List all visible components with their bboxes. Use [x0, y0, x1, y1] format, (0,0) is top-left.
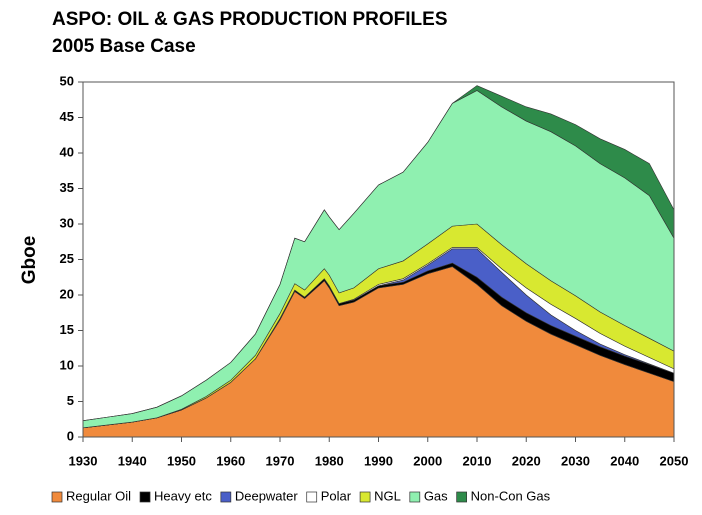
legend-label: Gas: [424, 488, 448, 503]
y-tick-label: 10: [60, 357, 74, 372]
x-tick-label: 2050: [660, 453, 689, 468]
y-tick-label: 35: [60, 180, 74, 195]
y-tick-label: 40: [60, 144, 74, 159]
chart-subtitle: 2005 Base Case: [52, 36, 196, 57]
legend-label: Non-Con Gas: [471, 488, 551, 503]
y-tick-label: 30: [60, 215, 74, 230]
x-tick-label: 1970: [266, 453, 295, 468]
y-tick-label: 45: [60, 109, 74, 124]
x-tick-label: 1980: [315, 453, 344, 468]
y-tick-label: 25: [60, 251, 74, 266]
legend-swatch: [359, 491, 371, 503]
x-tick-label: 2020: [512, 453, 541, 468]
y-tick-label: 20: [60, 286, 74, 301]
legend-swatch: [409, 491, 421, 503]
chart-title: ASPO: OIL & GAS PRODUCTION PROFILES: [52, 9, 448, 30]
legend-swatch: [220, 491, 232, 503]
y-tick-label: 50: [60, 73, 74, 88]
legend-swatch: [51, 491, 63, 503]
x-tick-label: 1990: [364, 453, 393, 468]
y-tick-label: 5: [67, 393, 74, 408]
x-tick-label: 1930: [69, 453, 98, 468]
legend-label: Deepwater: [235, 488, 299, 503]
x-tick-label: 2000: [413, 453, 442, 468]
legend-swatch: [456, 491, 468, 503]
x-tick-label: 2040: [610, 453, 639, 468]
legend-label: Polar: [321, 488, 352, 503]
legend-swatch: [306, 491, 318, 503]
x-tick-label: 1960: [216, 453, 245, 468]
legend-label: Heavy etc: [154, 488, 212, 503]
legend-label: NGL: [374, 488, 401, 503]
y-axis-label: Gboe: [19, 236, 40, 285]
x-tick-label: 1940: [118, 453, 147, 468]
x-tick-label: 2010: [463, 453, 492, 468]
y-tick-label: 15: [60, 322, 74, 337]
legend-swatch: [139, 491, 151, 503]
legend-label: Regular Oil: [66, 488, 131, 503]
x-tick-label: 1950: [167, 453, 196, 468]
x-tick-label: 2030: [561, 453, 590, 468]
y-tick-label: 0: [67, 428, 74, 443]
